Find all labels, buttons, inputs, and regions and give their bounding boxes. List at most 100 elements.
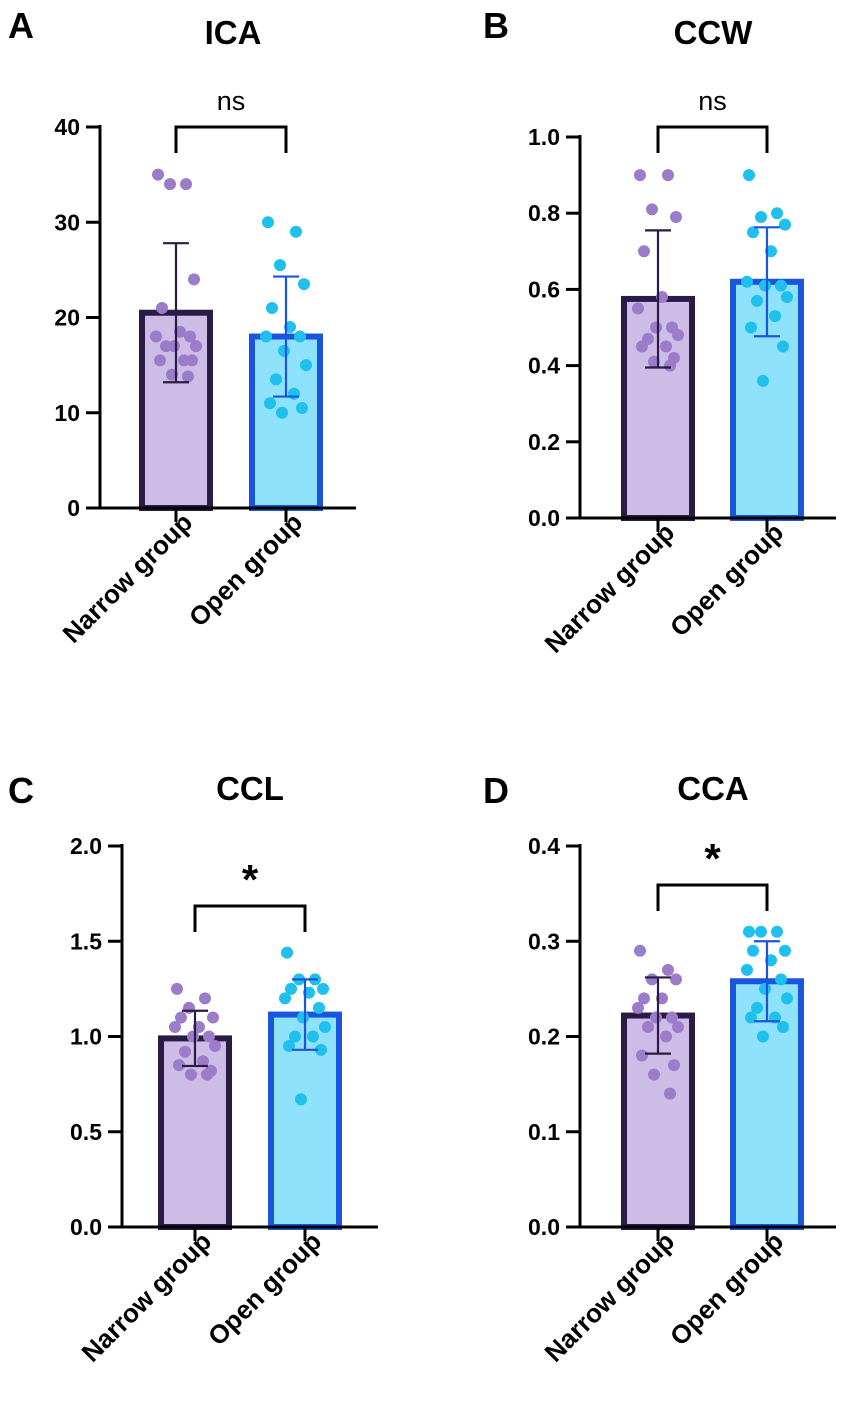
data-point-narrow	[662, 169, 674, 182]
y-tick-label: 0.2	[528, 429, 560, 455]
error-bar-open	[754, 940, 780, 1023]
data-point-open	[279, 992, 291, 1005]
data-point-narrow	[668, 1059, 680, 1072]
y-tick-label: 0.4	[528, 353, 560, 379]
error-bar-open	[292, 978, 318, 1051]
data-point-narrow	[156, 301, 168, 314]
data-point-narrow	[650, 321, 662, 334]
significance-label: *	[242, 856, 259, 903]
significance-label: ns	[217, 86, 246, 116]
data-point-narrow	[672, 329, 684, 342]
data-point-open	[300, 359, 312, 372]
panel-letter: B	[483, 5, 509, 46]
data-point-narrow	[664, 359, 676, 372]
data-point-narrow	[634, 169, 646, 182]
error-bar-open	[754, 226, 780, 338]
y-tick-label: 1.0	[528, 124, 560, 150]
x-tick-label: Open group	[202, 1226, 327, 1351]
data-point-open	[755, 925, 767, 938]
data-point-narrow	[197, 1055, 209, 1068]
x-tick-label: Narrow group	[539, 517, 681, 659]
data-point-open	[274, 259, 286, 272]
chart-title: CCL	[216, 770, 284, 807]
data-point-open	[755, 211, 767, 224]
data-point-open	[288, 387, 300, 400]
data-point-narrow	[169, 1020, 181, 1033]
data-point-open	[313, 1001, 325, 1014]
data-point-open	[777, 1020, 789, 1033]
data-point-open	[260, 330, 272, 343]
y-tick-label: 0	[67, 495, 80, 521]
data-point-narrow	[660, 1030, 672, 1043]
data-point-narrow	[646, 973, 658, 986]
data-point-narrow	[636, 1049, 648, 1062]
data-point-narrow	[203, 1030, 215, 1043]
data-point-narrow	[632, 302, 644, 315]
data-point-open	[296, 401, 308, 414]
data-point-narrow	[186, 354, 198, 367]
error-bar-narrow	[645, 229, 671, 369]
data-point-open	[759, 982, 771, 995]
x-tick-label: Narrow group	[539, 1226, 681, 1368]
data-point-open	[777, 340, 789, 353]
data-point-narrow	[171, 982, 183, 995]
data-point-narrow	[180, 178, 192, 191]
data-point-narrow	[199, 992, 211, 1005]
significance-label: ns	[698, 86, 727, 116]
data-point-narrow	[670, 973, 682, 986]
data-point-narrow	[646, 203, 658, 216]
data-point-open	[745, 321, 757, 334]
data-point-narrow	[634, 944, 646, 957]
data-point-open	[771, 207, 783, 220]
data-point-open	[317, 982, 329, 995]
data-point-open	[747, 944, 759, 957]
y-tick-label: 0.6	[528, 276, 560, 302]
data-point-open	[757, 374, 769, 387]
significance-bracket	[656, 125, 769, 153]
data-point-open	[281, 946, 293, 959]
data-point-open	[297, 1011, 309, 1024]
panel-letter: D	[483, 770, 509, 811]
data-point-narrow	[183, 1001, 195, 1014]
y-tick-label: 40	[54, 114, 80, 140]
panel-letter: C	[8, 770, 34, 811]
significance-bracket	[656, 883, 769, 911]
data-point-narrow	[207, 1011, 219, 1024]
data-point-narrow	[188, 273, 200, 286]
data-point-open	[278, 344, 290, 357]
data-point-open	[264, 397, 276, 410]
significance-bracket	[193, 904, 307, 932]
data-point-narrow	[184, 330, 196, 343]
data-point-narrow	[672, 1020, 684, 1033]
y-tick-label: 0.0	[528, 505, 560, 531]
data-point-open	[779, 218, 791, 231]
data-point-narrow	[648, 1068, 660, 1081]
data-point-open	[751, 294, 763, 307]
x-tick-label: Open group	[183, 507, 308, 632]
y-tick-label: 0.3	[528, 928, 560, 954]
chart-title: ICA	[205, 14, 262, 51]
data-point-open	[741, 275, 753, 288]
data-point-narrow	[660, 340, 672, 353]
data-point-narrow	[664, 1087, 676, 1100]
data-point-open	[769, 310, 781, 323]
data-point-narrow	[209, 1040, 221, 1053]
data-point-narrow	[662, 963, 674, 976]
data-point-open	[743, 925, 755, 938]
data-point-narrow	[638, 992, 650, 1005]
data-point-narrow	[185, 1068, 197, 1081]
data-point-open	[285, 982, 297, 995]
panel-letter: A	[8, 5, 34, 46]
data-point-open	[771, 925, 783, 938]
chart-title: CCA	[677, 770, 749, 807]
data-point-open	[775, 279, 787, 292]
data-point-open	[781, 291, 793, 304]
y-tick-label: 0.4	[528, 833, 560, 859]
data-point-narrow	[201, 1068, 213, 1081]
x-tick-label: Open group	[664, 517, 789, 642]
data-point-narrow	[636, 340, 648, 353]
